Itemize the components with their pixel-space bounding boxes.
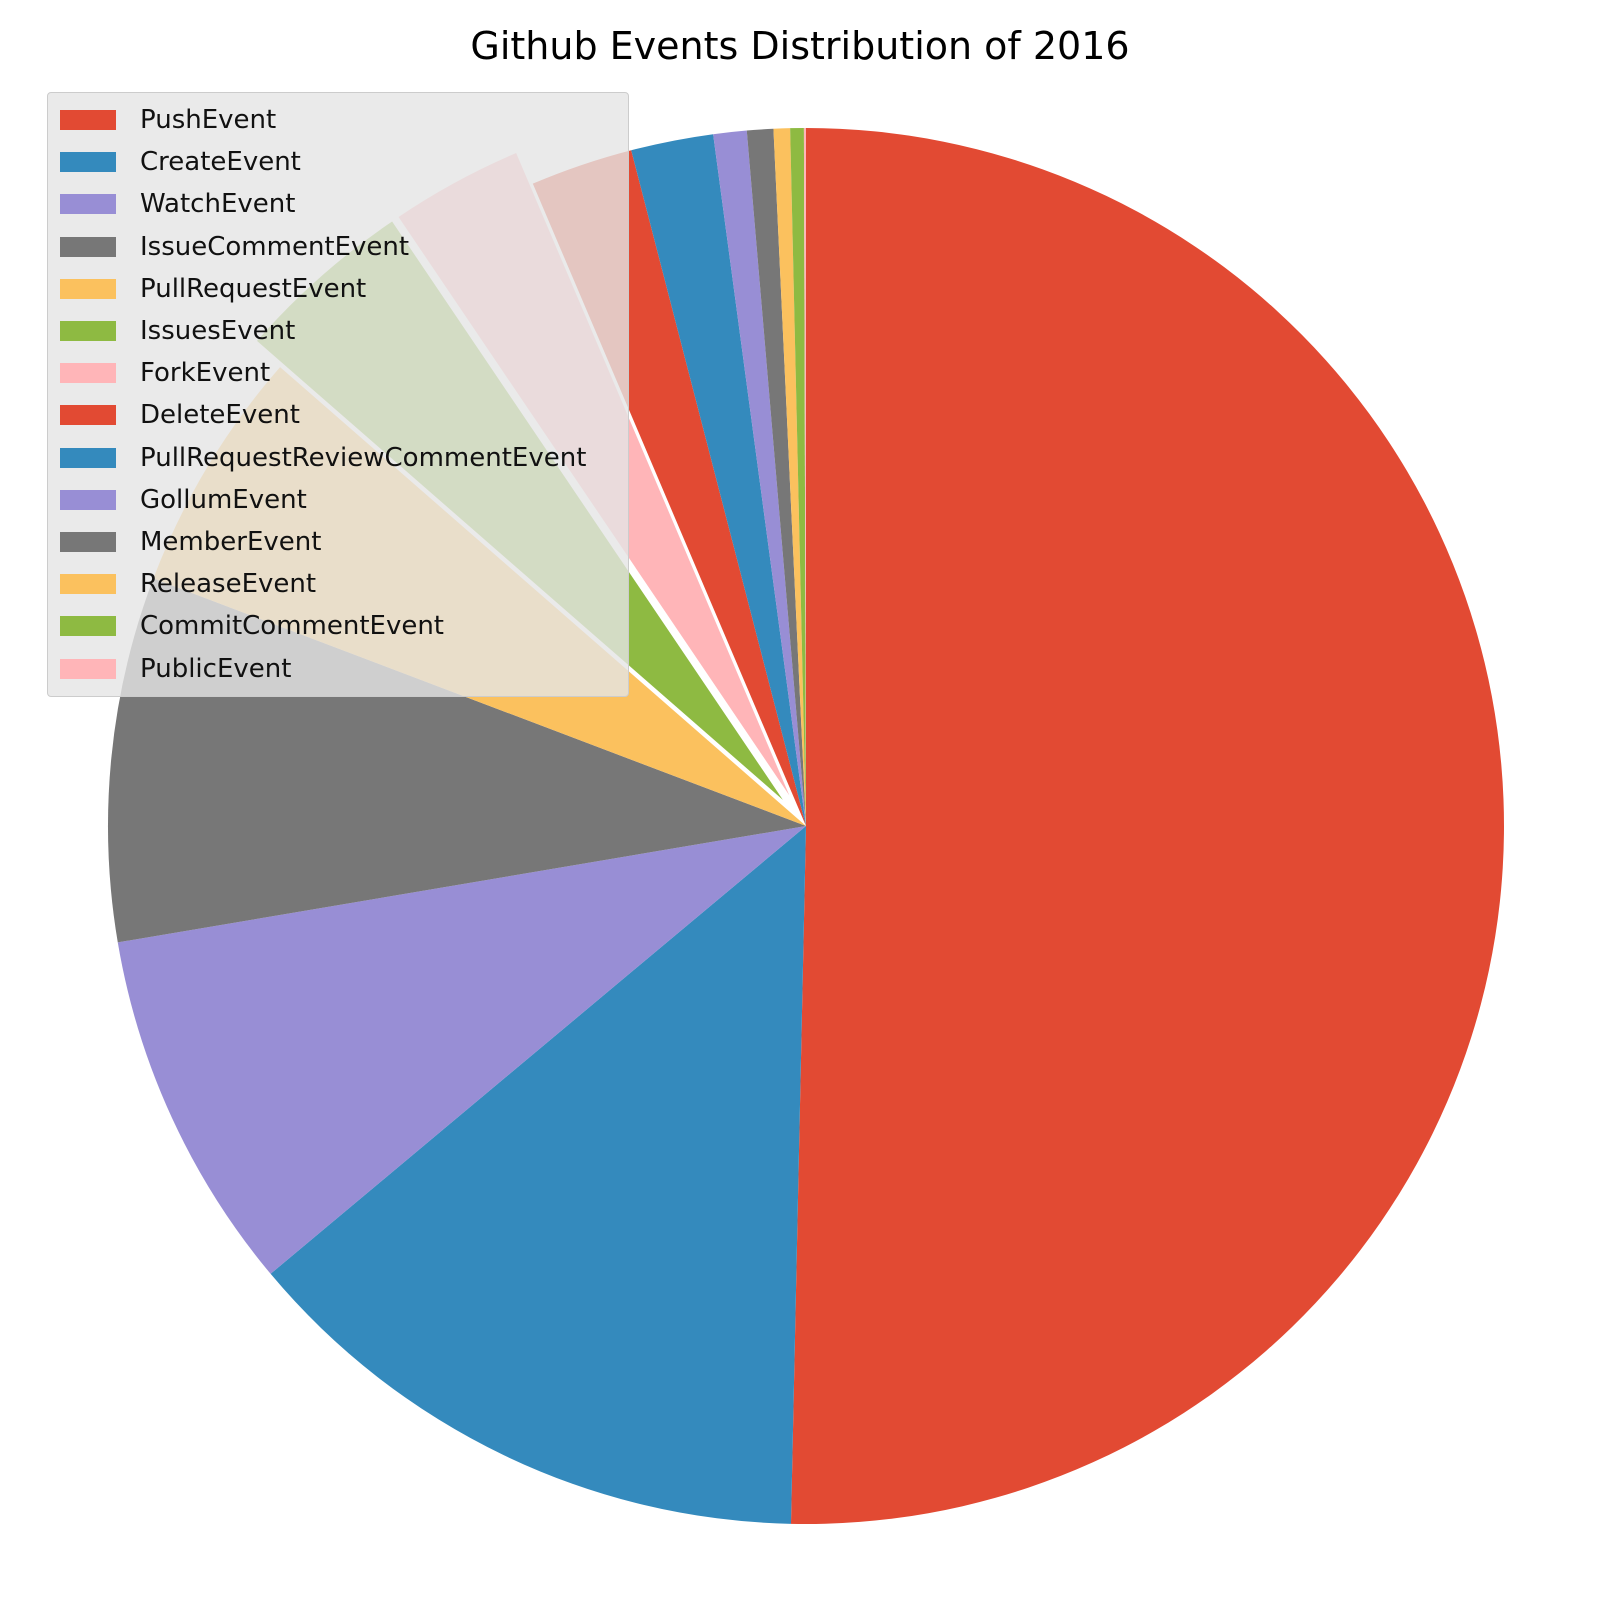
pie-slice-releaseevent — [773, 128, 806, 827]
legend-item: WatchEvent — [48, 183, 628, 225]
pie-slice-watchevent — [117, 826, 806, 1274]
legend-swatch — [60, 194, 116, 215]
legend-swatch — [60, 321, 116, 342]
legend-swatch — [60, 574, 116, 595]
pie-slice-createevent — [270, 826, 807, 1524]
legend-item: PushEvent — [48, 99, 628, 141]
legend-swatch — [60, 278, 116, 299]
legend-item: IssuesEvent — [48, 310, 628, 352]
legend-swatch — [60, 489, 116, 510]
legend-label: ForkEvent — [140, 358, 271, 389]
legend-label: IssuesEvent — [140, 316, 296, 347]
legend-item: CreateEvent — [48, 141, 628, 183]
legend-label: PullRequestReviewCommentEvent — [140, 442, 587, 473]
legend-label: DeleteEvent — [140, 400, 300, 431]
legend: PushEvent CreateEvent WatchEvent IssueComme… — [47, 92, 629, 697]
legend-swatch — [60, 152, 116, 173]
legend-label: GollumEvent — [140, 484, 307, 515]
legend-item: PublicEvent — [48, 647, 628, 689]
pie-slice-gollumevent — [713, 130, 806, 827]
legend-swatch — [60, 363, 116, 384]
legend-item: ForkEvent — [48, 352, 628, 394]
pie-slice-memberevent — [746, 128, 806, 826]
legend-swatch — [60, 405, 116, 426]
legend-item: MemberEvent — [48, 521, 628, 563]
legend-label: PushEvent — [140, 105, 277, 136]
legend-item: DeleteEvent — [48, 394, 628, 436]
legend-item: IssueCommentEvent — [48, 226, 628, 268]
legend-label: IssueCommentEvent — [140, 231, 410, 262]
legend-item: CommitCommentEvent — [48, 605, 628, 647]
pie-slice-publicevent — [803, 128, 806, 826]
legend-swatch — [60, 531, 116, 552]
legend-item: PullRequestReviewCommentEvent — [48, 437, 628, 479]
pie-slice-commitcommentevent — [790, 128, 806, 827]
pie-slice-pullrequestreviewcommentevent — [631, 134, 806, 826]
legend-item: ReleaseEvent — [48, 563, 628, 605]
legend-label: WatchEvent — [140, 189, 296, 220]
legend-label: CreateEvent — [140, 147, 301, 178]
chart-title: Github Events Distribution of 2016 — [470, 24, 1130, 68]
legend-label: MemberEvent — [140, 526, 322, 557]
legend-swatch — [60, 236, 116, 257]
legend-swatch — [60, 110, 116, 131]
legend-swatch — [60, 616, 116, 637]
legend-item: GollumEvent — [48, 479, 628, 521]
pie-slice-pushevent — [790, 128, 1504, 1524]
legend-label: PullRequestEvent — [140, 273, 367, 304]
legend-label: CommitCommentEvent — [140, 611, 445, 642]
legend-swatch — [60, 447, 116, 468]
legend-label: PublicEvent — [140, 653, 292, 684]
legend-item: PullRequestEvent — [48, 268, 628, 310]
legend-swatch — [60, 658, 116, 679]
legend-label: ReleaseEvent — [140, 569, 317, 600]
